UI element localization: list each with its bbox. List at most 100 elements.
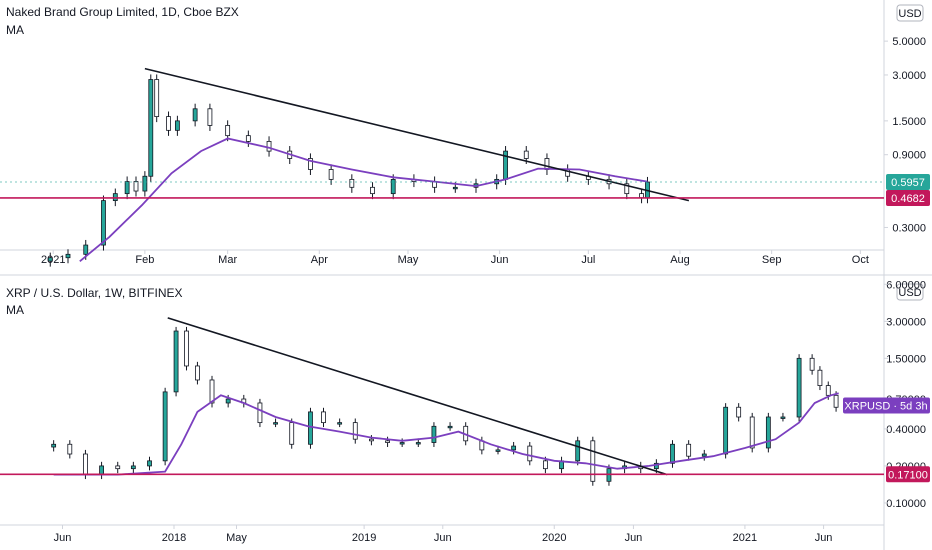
time-tick-label: Jun	[434, 532, 452, 544]
candle-up	[192, 108, 198, 122]
time-tick-label: Jul	[581, 254, 595, 266]
candle-down	[289, 422, 295, 445]
candle-up	[337, 422, 343, 425]
candle-up	[147, 460, 152, 467]
candle-down	[809, 357, 815, 371]
candle-down	[825, 385, 831, 396]
time-tick-label: 2018	[162, 532, 186, 544]
price-tick-label: 5.0000	[892, 36, 926, 48]
candle-down	[639, 193, 644, 199]
price-tick-label: 3.00000	[886, 316, 926, 328]
price-tick-label: 1.50000	[886, 353, 926, 365]
time-tick-label: Aug	[670, 254, 690, 266]
time-tick-label: Sep	[762, 254, 782, 266]
candle-up	[162, 391, 168, 462]
time-tick-label: Jun	[491, 254, 509, 266]
pane-1-indicator[interactable]: MA	[6, 23, 24, 37]
price-tick-label: 6.00000	[886, 279, 926, 291]
candle-up	[447, 425, 453, 429]
candle-up	[780, 416, 786, 419]
time-tick-label: Jun	[54, 532, 72, 544]
trendline[interactable]	[167, 317, 668, 476]
candle-up	[701, 453, 707, 457]
candle-up	[173, 330, 179, 393]
candle-down	[67, 443, 73, 455]
time-tick-label: Oct	[852, 254, 869, 266]
candle-up	[511, 445, 517, 451]
candle-down	[385, 440, 390, 443]
candle-up	[124, 181, 130, 195]
candle-up	[99, 465, 104, 476]
pane-1-background	[0, 0, 932, 250]
candle-up	[431, 425, 437, 443]
candle-up	[142, 175, 148, 192]
candle-down	[154, 79, 160, 117]
candle-down	[543, 460, 548, 470]
currency-label-1: USD	[898, 8, 921, 20]
time-tick-label: 2020	[542, 532, 566, 544]
candle-up	[83, 244, 89, 255]
candle-down	[166, 116, 171, 131]
candle-up	[670, 443, 675, 464]
trendline[interactable]	[144, 67, 690, 202]
candle-down	[590, 440, 596, 482]
candle-down	[266, 141, 272, 152]
candle-up	[723, 406, 729, 455]
currency-button-2[interactable]: USD	[896, 283, 924, 301]
price-tick-label: 0.10000	[886, 498, 926, 510]
candle-down	[245, 135, 251, 142]
candle-down	[133, 181, 139, 192]
candle-down	[624, 183, 630, 195]
candle-down	[370, 186, 375, 195]
candle-up	[225, 398, 231, 404]
candle-down	[184, 330, 189, 367]
moving-average-line	[53, 392, 839, 476]
candle-up	[796, 357, 802, 418]
candle-up	[495, 449, 501, 452]
candle-down	[833, 394, 839, 408]
symbol-badge-label: XRPUSD · 5d 3h	[844, 401, 927, 413]
candle-up	[575, 440, 581, 462]
pane-1: Naked Brand Group Limited, 1D, Cboe BZX …	[0, 0, 932, 250]
candle-up	[390, 178, 396, 195]
candle-down	[736, 406, 742, 418]
pane-2-indicator[interactable]: MA	[6, 303, 24, 317]
candle-down	[209, 379, 215, 404]
candle-down	[686, 443, 692, 457]
pane-2: XRP / U.S. Dollar, 1W, BITFINEX MA	[6, 286, 183, 317]
candle-down	[328, 169, 334, 180]
candle-up	[399, 442, 405, 445]
candle-up	[148, 79, 154, 177]
time-tick-label: 2021	[41, 254, 65, 266]
candle-down	[523, 150, 529, 159]
time-tick-label: Apr	[311, 254, 328, 266]
support-level-badge	[886, 189, 930, 206]
support-level-label: 0.17100	[888, 469, 928, 481]
candle-down	[321, 411, 326, 424]
candle-down	[349, 178, 355, 188]
last-price-badge	[886, 174, 930, 191]
symbol-badge	[843, 397, 930, 414]
price-tick-label: 3.0000	[892, 70, 926, 82]
candle-up	[415, 442, 421, 445]
candle-down	[352, 422, 358, 440]
candle-down	[749, 416, 755, 449]
time-tick-label: Mar	[218, 254, 237, 266]
candle-down	[544, 158, 550, 170]
pane-2-title: XRP / U.S. Dollar, 1W, BITFINEX	[6, 286, 183, 300]
price-tick-label: 0.9000	[892, 150, 926, 162]
candle-up	[130, 465, 136, 470]
candle-up	[65, 253, 71, 259]
candle-down	[369, 438, 374, 442]
candle-up	[765, 416, 771, 449]
candle-up	[452, 186, 458, 190]
candle-up	[47, 257, 53, 262]
last-price-label: 0.5957	[891, 177, 925, 189]
candle-down	[257, 402, 263, 424]
candle-up	[653, 462, 659, 470]
candle-up	[112, 193, 118, 202]
currency-button-1[interactable]: USD	[896, 4, 924, 22]
candle-up	[174, 120, 180, 131]
candle-down	[817, 369, 823, 386]
